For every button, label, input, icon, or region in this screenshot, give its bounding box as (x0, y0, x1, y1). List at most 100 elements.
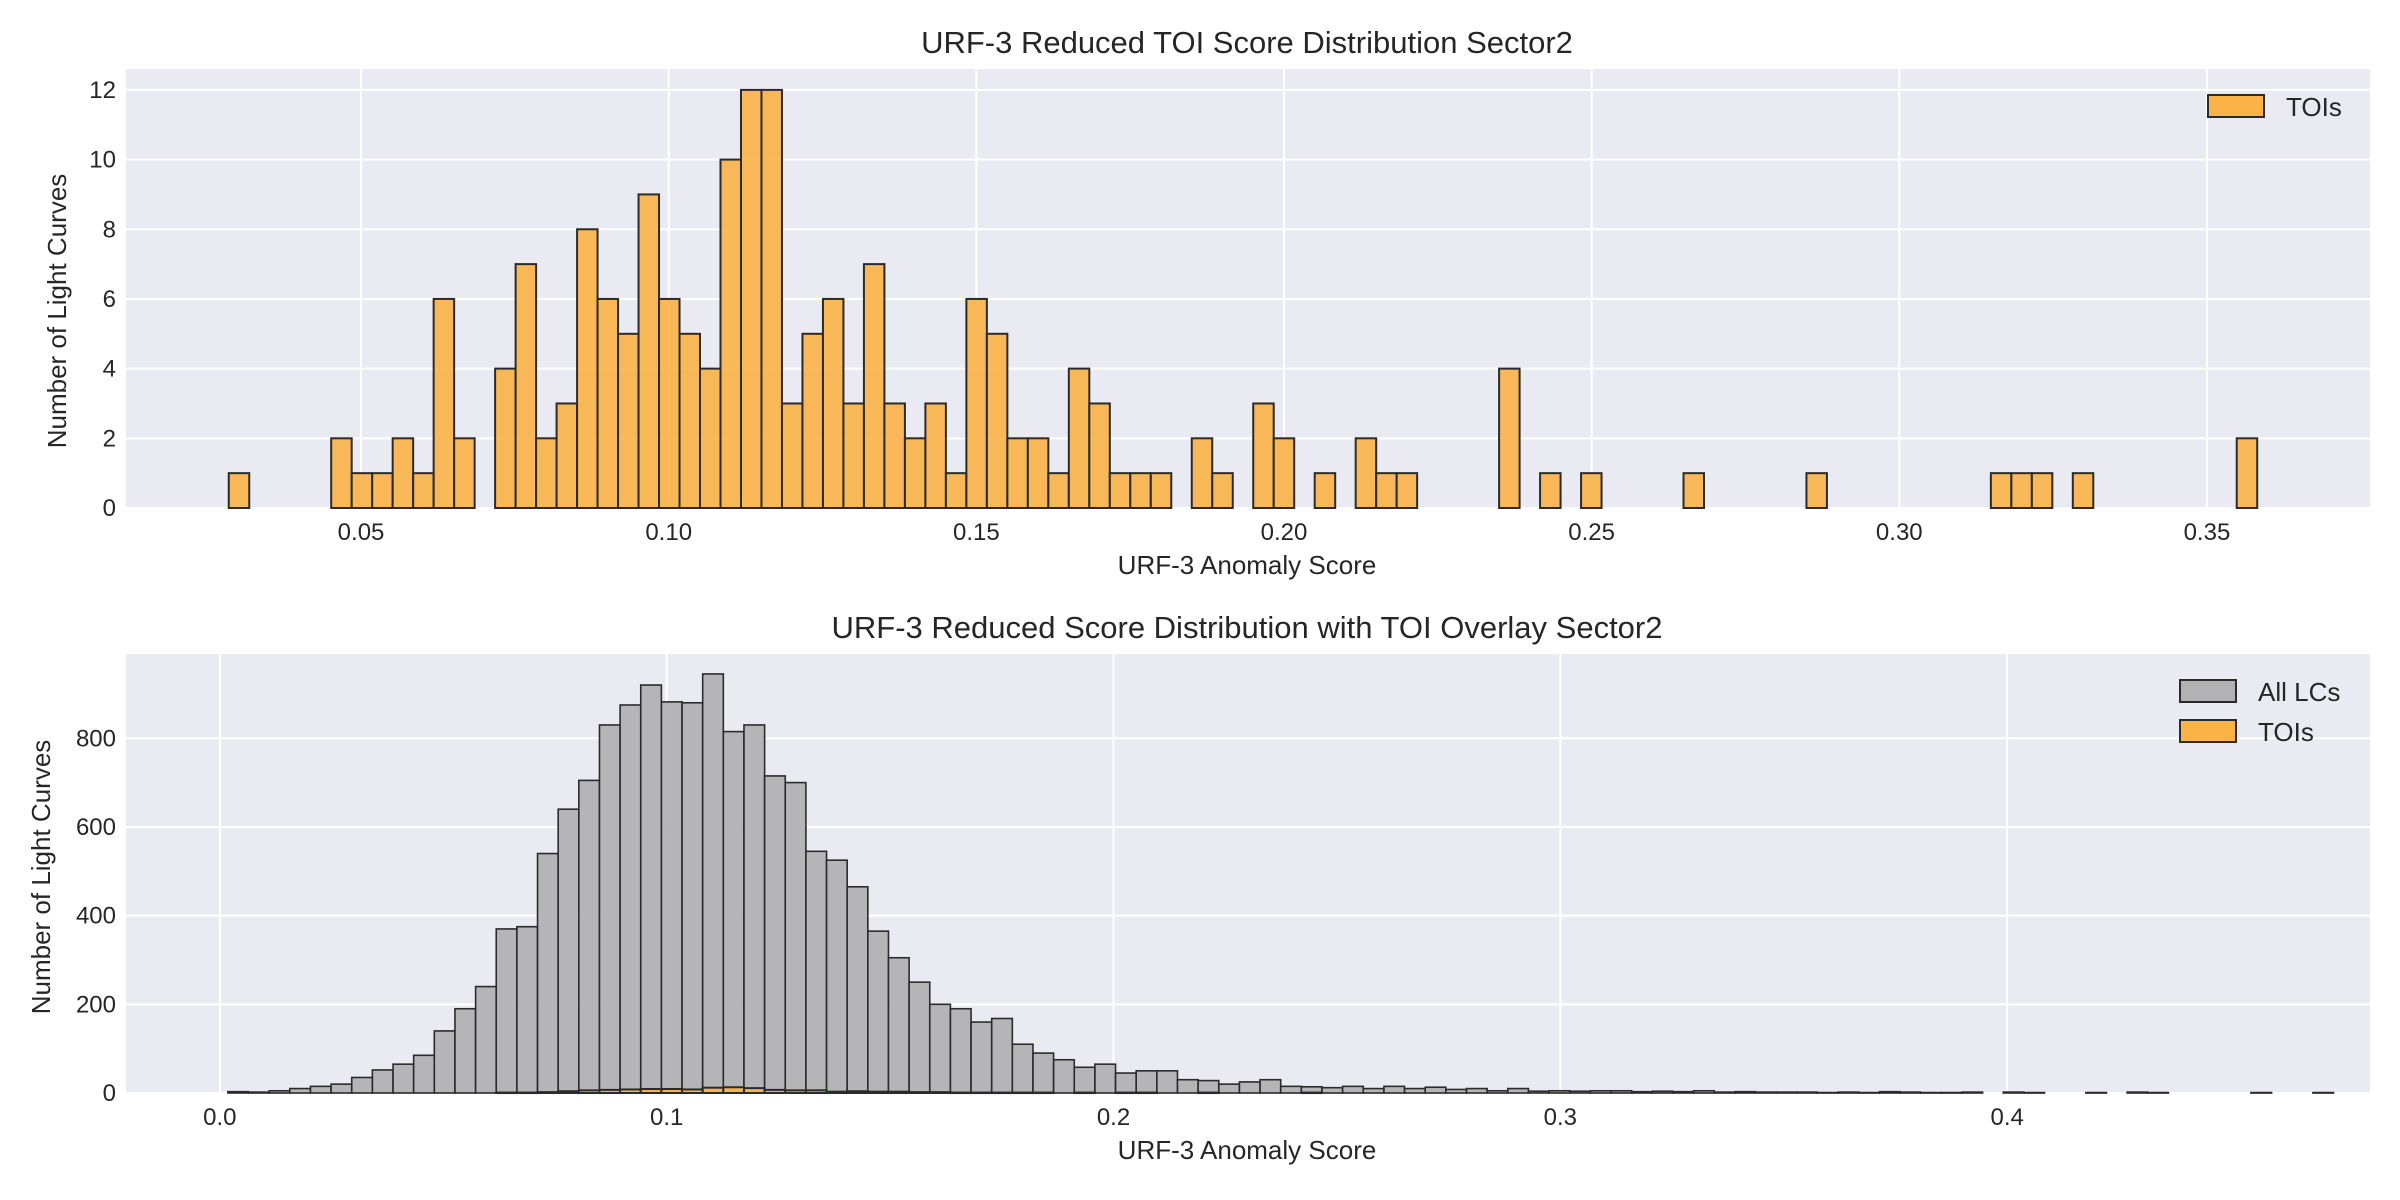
histogram-bar (1047, 472, 1070, 509)
histogram-bar (965, 297, 988, 510)
histogram-bar (2126, 1091, 2149, 1094)
histogram-bar (433, 1030, 456, 1094)
bottom-x-tick-label: 0.3 (1544, 1104, 1577, 1131)
top-legend-label-tois: TOIs (2286, 92, 2342, 122)
histogram-bar (247, 1091, 270, 1094)
top-y-tick-label: 10 (89, 147, 116, 174)
histogram-bar (970, 1021, 993, 1094)
histogram-bar (1011, 1091, 1034, 1095)
histogram-bar (227, 1090, 250, 1094)
histogram-bar (2023, 1091, 2046, 1094)
histogram-bar (516, 925, 539, 1094)
histogram-bar (760, 88, 783, 510)
bottom-series-tois (495, 1086, 1323, 1095)
histogram-bar (681, 701, 704, 1094)
histogram-bar (846, 886, 869, 1094)
bottom-x-tick-label: 0.1 (650, 1104, 683, 1131)
histogram-bar (949, 1091, 973, 1095)
histogram-bar (887, 956, 910, 1094)
histogram-bar (780, 402, 804, 510)
bottom-y-tick-label: 400 (76, 903, 116, 930)
histogram-bar (535, 437, 558, 510)
histogram-bar (2010, 472, 2033, 509)
histogram-bar (1088, 402, 1111, 510)
histogram-bar (719, 158, 742, 509)
histogram-bar (1383, 1085, 1406, 1094)
histogram-bar (944, 472, 968, 509)
histogram-bar (1190, 437, 1214, 510)
histogram-bar (1548, 1089, 1571, 1094)
histogram-bar (1129, 472, 1152, 509)
histogram-bar (1156, 1070, 1179, 1094)
histogram-bar (805, 850, 828, 1094)
histogram-bar (1775, 1091, 1798, 1094)
histogram-bar (2146, 1091, 2170, 1094)
histogram-bar (1465, 1087, 1488, 1094)
histogram-bar (866, 1090, 890, 1094)
histogram-bar (268, 1089, 291, 1094)
histogram-bar (2085, 1091, 2108, 1094)
histogram-bar (908, 981, 931, 1094)
bottom-x-tick-label: 0.4 (1990, 1104, 2023, 1131)
histogram-bar (1197, 1079, 1220, 1094)
histogram-bar (908, 1091, 931, 1095)
top-series-tois (227, 88, 2259, 510)
histogram-bar (660, 1088, 684, 1094)
top-legend: TOIs (2207, 92, 2342, 122)
histogram-bar (825, 859, 848, 1094)
histogram-bar (1754, 1091, 1777, 1094)
histogram-bar (1506, 1087, 1530, 1094)
bottom-x-tick-label: 0.0 (203, 1104, 236, 1131)
histogram-bar (1135, 1091, 1158, 1095)
histogram-bar (289, 1087, 312, 1094)
histogram-bar (1837, 1091, 1860, 1094)
histogram-bar (1108, 472, 1132, 509)
histogram-bar (330, 1083, 353, 1094)
histogram-bar (1094, 1063, 1117, 1094)
histogram-bar (309, 1085, 332, 1094)
bottom-x-tick-label: 0.2 (1097, 1104, 1130, 1131)
bottom-legend-swatch-all-lcs (2179, 679, 2237, 703)
histogram-bar (536, 852, 559, 1094)
histogram-bar (1067, 367, 1091, 509)
histogram-bar (1252, 402, 1275, 510)
histogram-bar (578, 779, 601, 1094)
histogram-bar (1486, 1089, 1509, 1094)
histogram-bar (494, 367, 517, 509)
histogram-bar (1052, 1058, 1076, 1094)
histogram-bar (701, 673, 725, 1094)
bottom-legend-swatch-tois (2179, 719, 2237, 743)
histogram-bar (739, 88, 763, 510)
histogram-bar (883, 402, 906, 510)
bottom-legend-label-all-lcs: All LCs (2258, 677, 2340, 707)
top-x-tick-label: 0.30 (1876, 519, 1923, 546)
histogram-bar (1135, 1070, 1158, 1094)
histogram-bar (1580, 472, 1603, 509)
histogram-bar (2250, 1091, 2273, 1094)
bottom-x-axis-label: URF-3 Anomaly Score (1118, 1135, 1377, 1165)
histogram-bar (924, 402, 947, 510)
histogram-bar (846, 1090, 869, 1095)
top-histogram-panel: URF-3 Reduced TOI Score Distribution Sec… (42, 25, 2370, 580)
histogram-bar (1031, 1091, 1055, 1095)
histogram-bar (701, 1086, 725, 1095)
histogram-bar (1713, 1091, 1736, 1094)
histogram-bar (1692, 1089, 1716, 1094)
histogram-bar (598, 724, 621, 1094)
histogram-bar (619, 1088, 642, 1094)
bottom-legend-label-tois: TOIs (2258, 717, 2314, 747)
histogram-bar (1211, 472, 1234, 509)
top-y-tick-label: 6 (103, 286, 116, 313)
histogram-bar (227, 472, 251, 509)
histogram-bar (1321, 1086, 1344, 1094)
top-chart-title: URF-3 Reduced TOI Score Distribution Sec… (921, 25, 1573, 60)
histogram-bar (1589, 1089, 1612, 1094)
histogram-bar (804, 1089, 828, 1094)
bottom-histogram-panel: URF-3 Reduced Score Distribution with TO… (26, 610, 2370, 1165)
histogram-bar (1805, 472, 1828, 509)
histogram-bar (1114, 1091, 1138, 1095)
histogram-bar (1176, 1078, 1199, 1094)
histogram-bar (557, 808, 580, 1094)
histogram-bar (1375, 472, 1398, 509)
histogram-bar (474, 985, 498, 1094)
